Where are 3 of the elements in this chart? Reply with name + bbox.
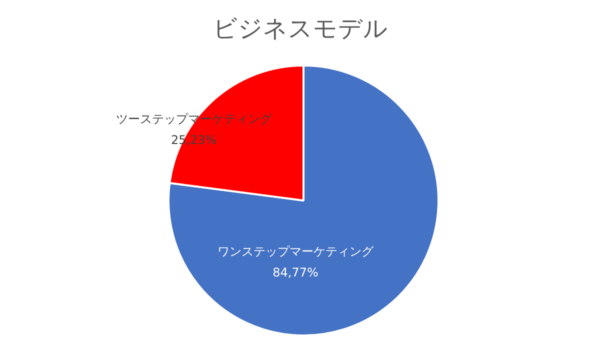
chart-title: ビジネスモデル <box>213 14 388 42</box>
data-label: 84,77% <box>272 265 318 280</box>
slice-label: ワンステップマーケティング <box>218 244 374 258</box>
